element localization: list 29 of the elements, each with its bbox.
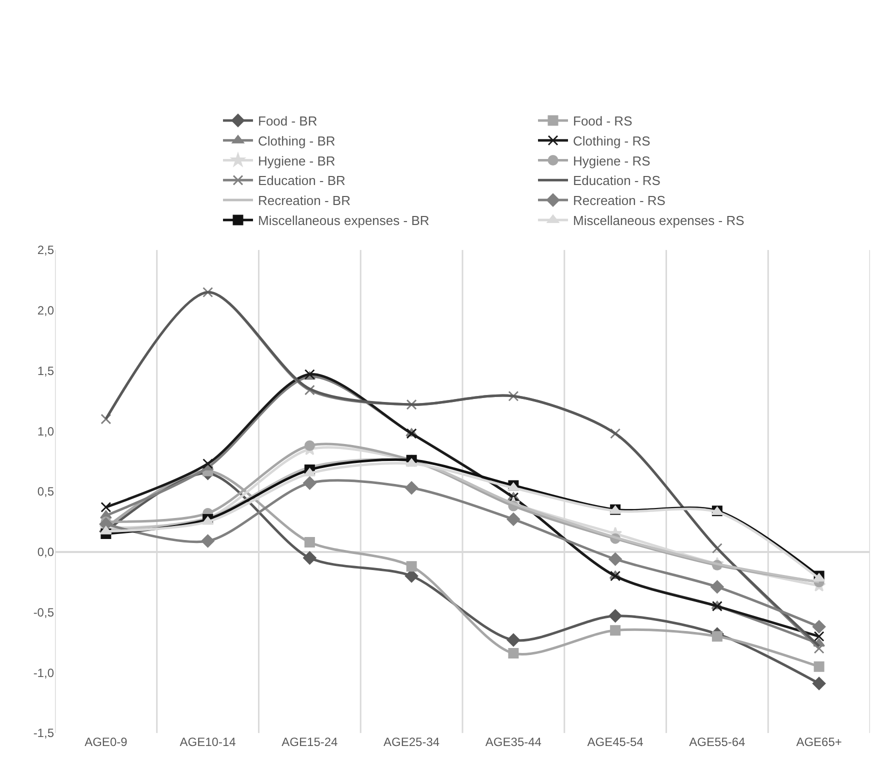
y-tick-label: 0,0 [37, 545, 54, 560]
legend-label: Hygiene - BR [258, 153, 336, 168]
legend-label: Hygiene - RS [573, 153, 651, 168]
x-tick-label: AGE65+ [796, 735, 842, 749]
legend-label: Education - BR [258, 173, 346, 188]
x-tick-label: AGE15-24 [282, 735, 338, 749]
legend-label: Clothing - RS [573, 133, 651, 148]
x-tick-label: AGE0-9 [84, 735, 128, 749]
legend-label: Clothing - BR [258, 133, 336, 148]
legend-label: Education - RS [573, 173, 661, 188]
x-tick-label: AGE35-44 [485, 735, 542, 749]
legend-label: Food - BR [258, 114, 318, 129]
y-tick-label: 2,0 [37, 304, 54, 318]
x-tick-label: AGE45-54 [587, 735, 644, 749]
y-tick-label: 2,5 [37, 243, 54, 258]
legend-label: Recreation - BR [258, 193, 350, 208]
legend-label: Miscellaneous expenses - BR [258, 213, 430, 228]
y-tick-label: -0,5 [33, 605, 54, 620]
legend-label: Food - RS [573, 114, 633, 129]
y-tick-label: 0,5 [37, 484, 54, 499]
legend-label: Miscellaneous expenses - RS [573, 213, 745, 228]
x-tick-label: AGE25-34 [384, 735, 440, 749]
legend-label: Recreation - RS [573, 193, 666, 208]
x-tick-label: AGE55-64 [689, 735, 746, 749]
y-tick-label: 1,5 [37, 364, 54, 378]
y-tick-label: -1,5 [33, 726, 54, 740]
y-tick-label: 1,0 [37, 424, 54, 438]
x-tick-label: AGE10-14 [180, 735, 236, 749]
y-tick-label: -1,0 [33, 666, 54, 680]
